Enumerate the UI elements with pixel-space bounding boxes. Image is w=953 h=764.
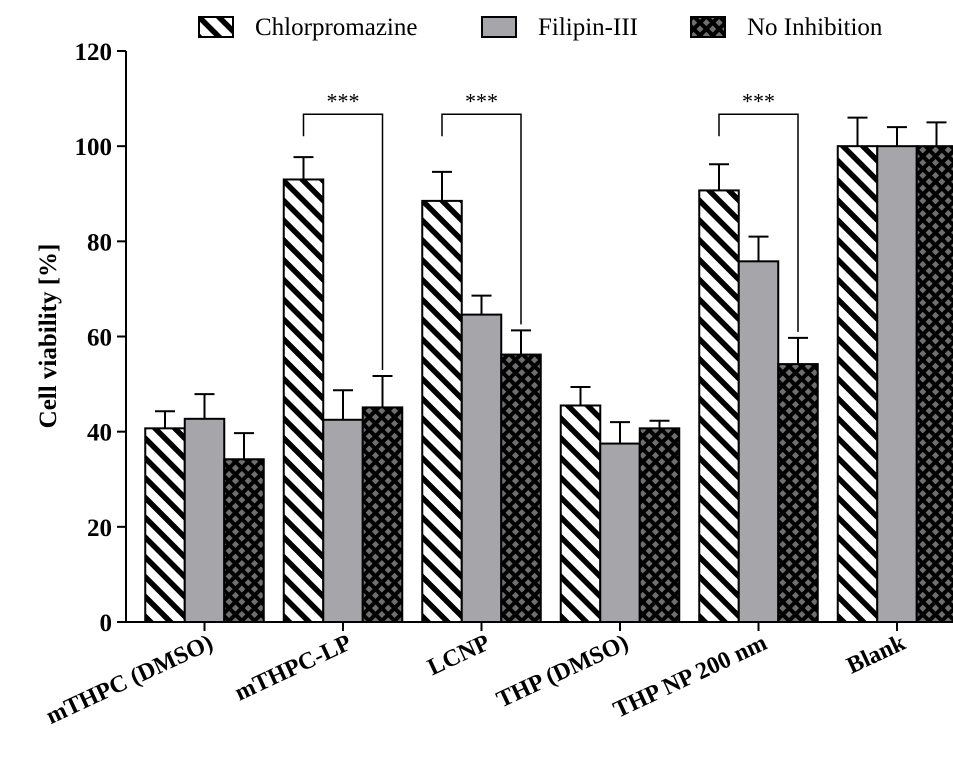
bar-chlorpromazine-thp-np-200-nm xyxy=(698,189,740,624)
bar-chlorpromazine-thp-dmso xyxy=(559,404,602,623)
error-bar xyxy=(432,170,452,201)
y-tick-label: 120 xyxy=(75,39,113,66)
error-bar xyxy=(748,235,769,262)
significance-bracket: *** xyxy=(302,88,384,370)
x-tick-label-lcnp: LCNP xyxy=(424,630,494,681)
significance-label: *** xyxy=(742,88,775,113)
y-tick-label: 80 xyxy=(87,229,112,256)
legend-label: No Inhibition xyxy=(747,14,883,41)
significance-label: *** xyxy=(465,88,498,113)
bar-filipin-iii-lcnp xyxy=(460,313,503,623)
y-tick-label: 100 xyxy=(75,134,113,161)
error-bar xyxy=(511,329,531,355)
bar-filipin-iii-thp-np-200-nm xyxy=(737,260,780,623)
error-bar xyxy=(570,385,591,406)
legend-label: Chlorpromazine xyxy=(255,14,417,41)
bar-no-inhibition-blank xyxy=(915,145,953,624)
bar-no-inhibition-lcnp xyxy=(500,353,542,623)
x-tick-label-thp-np-200-nm: THP NP 200 nm xyxy=(610,630,771,724)
error-bar xyxy=(333,389,353,420)
error-bar xyxy=(887,126,907,147)
y-axis-title: Cell viability [%] xyxy=(35,244,62,429)
error-bar xyxy=(155,410,175,429)
error-bar xyxy=(610,421,630,444)
bar-filipin-iii-mthpc-dmso xyxy=(183,417,226,623)
error-bar xyxy=(471,294,492,315)
legend: Chlorpromazine Filipin-III No Inhibition xyxy=(198,14,883,41)
bar-chlorpromazine-blank xyxy=(836,145,879,624)
significance-label: *** xyxy=(327,88,360,113)
legend-label: Filipin-III xyxy=(538,14,638,41)
x-tick-label-mthpc-dmso: mTHPC (DMSO) xyxy=(42,630,217,730)
y-tick-label: 60 xyxy=(87,325,112,352)
legend-item-filipin-iii: Filipin-III xyxy=(481,14,638,41)
bar-filipin-iii-mthpc-lp xyxy=(322,418,364,624)
bar-chlorpromazine-lcnp xyxy=(421,199,463,623)
x-tick-label-blank: Blank xyxy=(843,630,910,680)
legend-swatch xyxy=(690,16,726,38)
bar-no-inhibition-mthpc-lp xyxy=(361,406,404,623)
error-bar xyxy=(926,121,947,147)
legend-item-chlorpromazine: Chlorpromazine xyxy=(198,14,417,41)
x-tick-label-mthpc-lp: mTHPC-LP xyxy=(231,630,356,707)
error-bar xyxy=(234,432,254,460)
bar-chlorpromazine-mthpc-dmso xyxy=(144,427,186,624)
y-tick-label: 40 xyxy=(87,420,112,447)
y-tick-label: 20 xyxy=(87,515,112,542)
error-bar xyxy=(709,163,729,191)
legend-swatch xyxy=(481,16,517,38)
bar-filipin-iii-thp-dmso xyxy=(599,442,641,623)
bar-no-inhibition-thp-dmso xyxy=(638,427,681,624)
error-bar xyxy=(788,336,808,365)
error-bar xyxy=(847,116,868,147)
legend-swatch xyxy=(198,16,234,38)
error-bar xyxy=(372,374,393,408)
significance-bracket: *** xyxy=(441,88,522,325)
bar-no-inhibition-thp-np-200-nm xyxy=(777,363,819,623)
y-tick-label: 0 xyxy=(100,610,113,637)
error-bar xyxy=(194,393,215,419)
error-bar xyxy=(649,419,670,429)
bar-chlorpromazine-mthpc-lp xyxy=(282,178,325,623)
legend-item-no-inhibition: No Inhibition xyxy=(690,14,883,41)
error-bar xyxy=(293,156,314,180)
significance-bracket: *** xyxy=(718,88,799,332)
bar-filipin-iii-blank xyxy=(876,145,918,624)
plot-area: *** *** *** xyxy=(144,88,953,624)
bar-no-inhibition-mthpc-dmso xyxy=(223,458,265,624)
